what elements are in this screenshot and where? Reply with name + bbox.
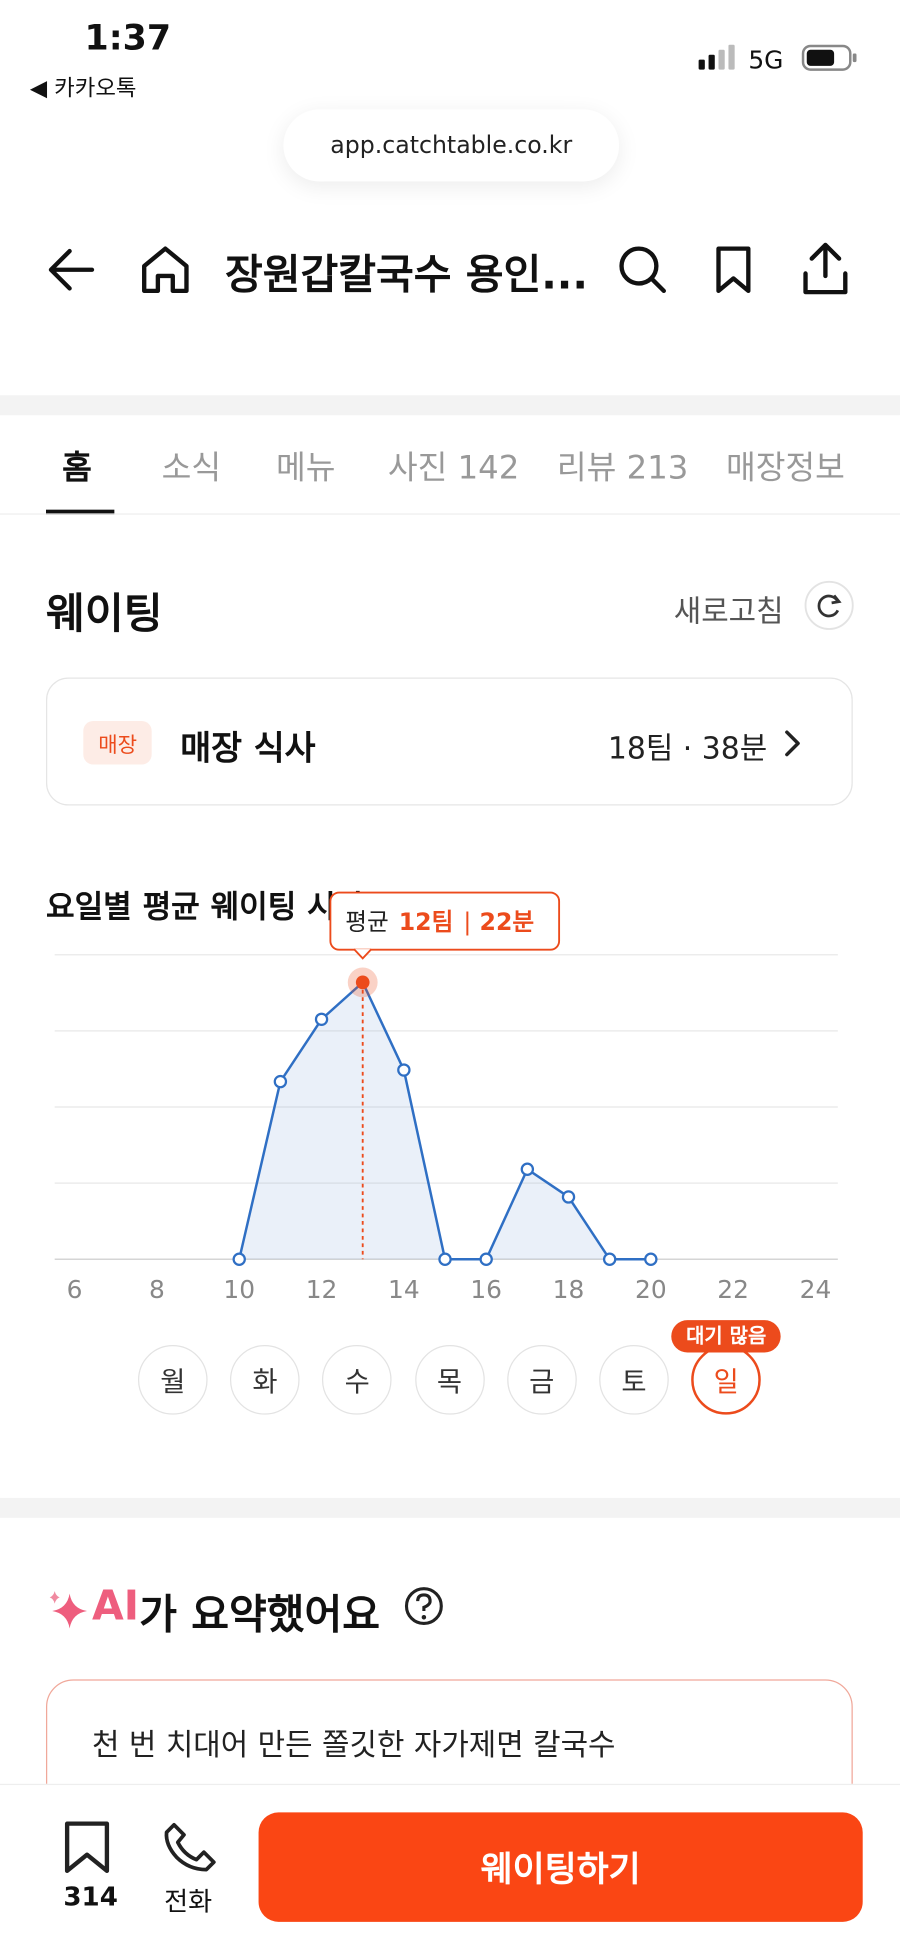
x-tick-label: 14 xyxy=(388,1275,420,1304)
point xyxy=(520,1162,535,1176)
x-tick-label: 16 xyxy=(470,1275,502,1304)
url: app.catchtable.co.kr xyxy=(330,131,573,160)
tooltip-minutes: 22분 xyxy=(480,908,535,936)
network: 5G xyxy=(748,44,784,75)
point xyxy=(644,1252,658,1266)
help-icon[interactable] xyxy=(404,1586,446,1628)
point xyxy=(438,1252,452,1266)
url-bar[interactable]: app.catchtable.co.kr xyxy=(283,109,620,182)
x-tick-label: 24 xyxy=(800,1275,832,1304)
bookmark-count: 314 xyxy=(63,1882,118,1912)
refresh-icon[interactable] xyxy=(804,580,854,631)
bookmark-icon[interactable] xyxy=(716,246,751,294)
divider xyxy=(0,395,900,416)
sparkle-icon xyxy=(49,1591,88,1629)
point xyxy=(602,1252,617,1266)
chevron xyxy=(785,730,800,757)
back-icon[interactable] xyxy=(48,248,95,291)
section-title: 웨이팅 xyxy=(45,589,163,639)
header-icons xyxy=(48,242,848,295)
ai-title-rest: 가 요약했어요 xyxy=(139,1589,380,1639)
chart-title: 요일별 평균 웨이팅 시간 xyxy=(45,888,365,925)
button-label: 웨이팅하기 xyxy=(480,1848,641,1890)
x-tick-label: 12 xyxy=(306,1275,338,1304)
tab[interactable]: 홈 xyxy=(62,449,92,488)
tab[interactable]: 리뷰 213 xyxy=(556,449,689,488)
point xyxy=(314,1012,329,1027)
tab-indicator xyxy=(45,509,115,515)
phone-label: 전화 xyxy=(164,1887,213,1917)
tooltip-teams: 12팀 xyxy=(399,908,454,936)
waiting-card[interactable] xyxy=(45,677,853,806)
waiting-button[interactable]: 웨이팅하기 xyxy=(258,1812,863,1922)
tooltip-box xyxy=(329,891,561,951)
tab-border xyxy=(0,513,900,515)
badge: 매장 xyxy=(83,720,153,765)
divider xyxy=(0,1497,900,1518)
day-button[interactable]: 화 xyxy=(230,1345,300,1415)
time: 1:37 xyxy=(84,17,172,59)
x-tick-label: 10 xyxy=(223,1275,255,1304)
day-button[interactable]: 월 xyxy=(137,1345,208,1415)
refresh-label[interactable]: 새로고침 xyxy=(673,594,784,630)
day-button[interactable]: 토 xyxy=(599,1345,669,1415)
ai-title: AI xyxy=(91,1581,140,1630)
point xyxy=(232,1252,246,1266)
header-title: 장원갑칼국수 용인... xyxy=(224,249,588,299)
home-icon[interactable] xyxy=(142,246,189,294)
x-tick-label: 22 xyxy=(717,1275,749,1304)
x-tick-label: 6 xyxy=(67,1275,83,1304)
ai-text: 천 번 치대어 만든 쫄깃한 자가제면 칼국수 xyxy=(91,1727,616,1763)
phone-button[interactable] xyxy=(162,1820,219,1875)
share-icon[interactable] xyxy=(803,242,848,295)
chart: 6 8 10 12 14 16 18 20 22 24 평균 12팀 | 22분 xyxy=(54,891,838,1304)
tooltip-separator: | xyxy=(463,908,471,936)
tooltip-label: 평균 xyxy=(345,908,388,936)
tab[interactable]: 메뉴 xyxy=(275,449,336,488)
tab[interactable]: 매장정보 xyxy=(725,449,845,488)
tab[interactable]: 소식 xyxy=(161,449,222,488)
back-app[interactable]: ◀ 카카오톡 xyxy=(29,75,137,102)
tab[interactable]: 사진 142 xyxy=(387,449,520,488)
point xyxy=(273,1074,288,1089)
search-icon[interactable] xyxy=(619,246,666,294)
waiting-status: 18팀 · 38분 xyxy=(607,730,768,766)
status-icons xyxy=(698,44,857,71)
day-badge: 대기 많음 xyxy=(671,1320,781,1353)
area xyxy=(239,982,651,1260)
x-tick-label: 20 xyxy=(635,1275,667,1304)
day-button[interactable]: 금 xyxy=(506,1345,577,1415)
day-button[interactable]: 일 xyxy=(691,1345,762,1415)
day-button[interactable]: 목 xyxy=(414,1345,485,1415)
point xyxy=(355,975,370,990)
point xyxy=(397,1063,411,1077)
x-tick-label: 8 xyxy=(149,1275,165,1304)
point xyxy=(479,1252,493,1266)
tooltip-pointer xyxy=(353,948,373,960)
day-button[interactable]: 수 xyxy=(322,1345,393,1415)
point xyxy=(561,1190,576,1204)
bookmark-button[interactable] xyxy=(62,1820,112,1875)
x-tick-label: 18 xyxy=(553,1275,585,1304)
waiting-label: 매장 식사 xyxy=(180,729,316,769)
tooltip: 평균 12팀 | 22분 xyxy=(329,891,561,960)
